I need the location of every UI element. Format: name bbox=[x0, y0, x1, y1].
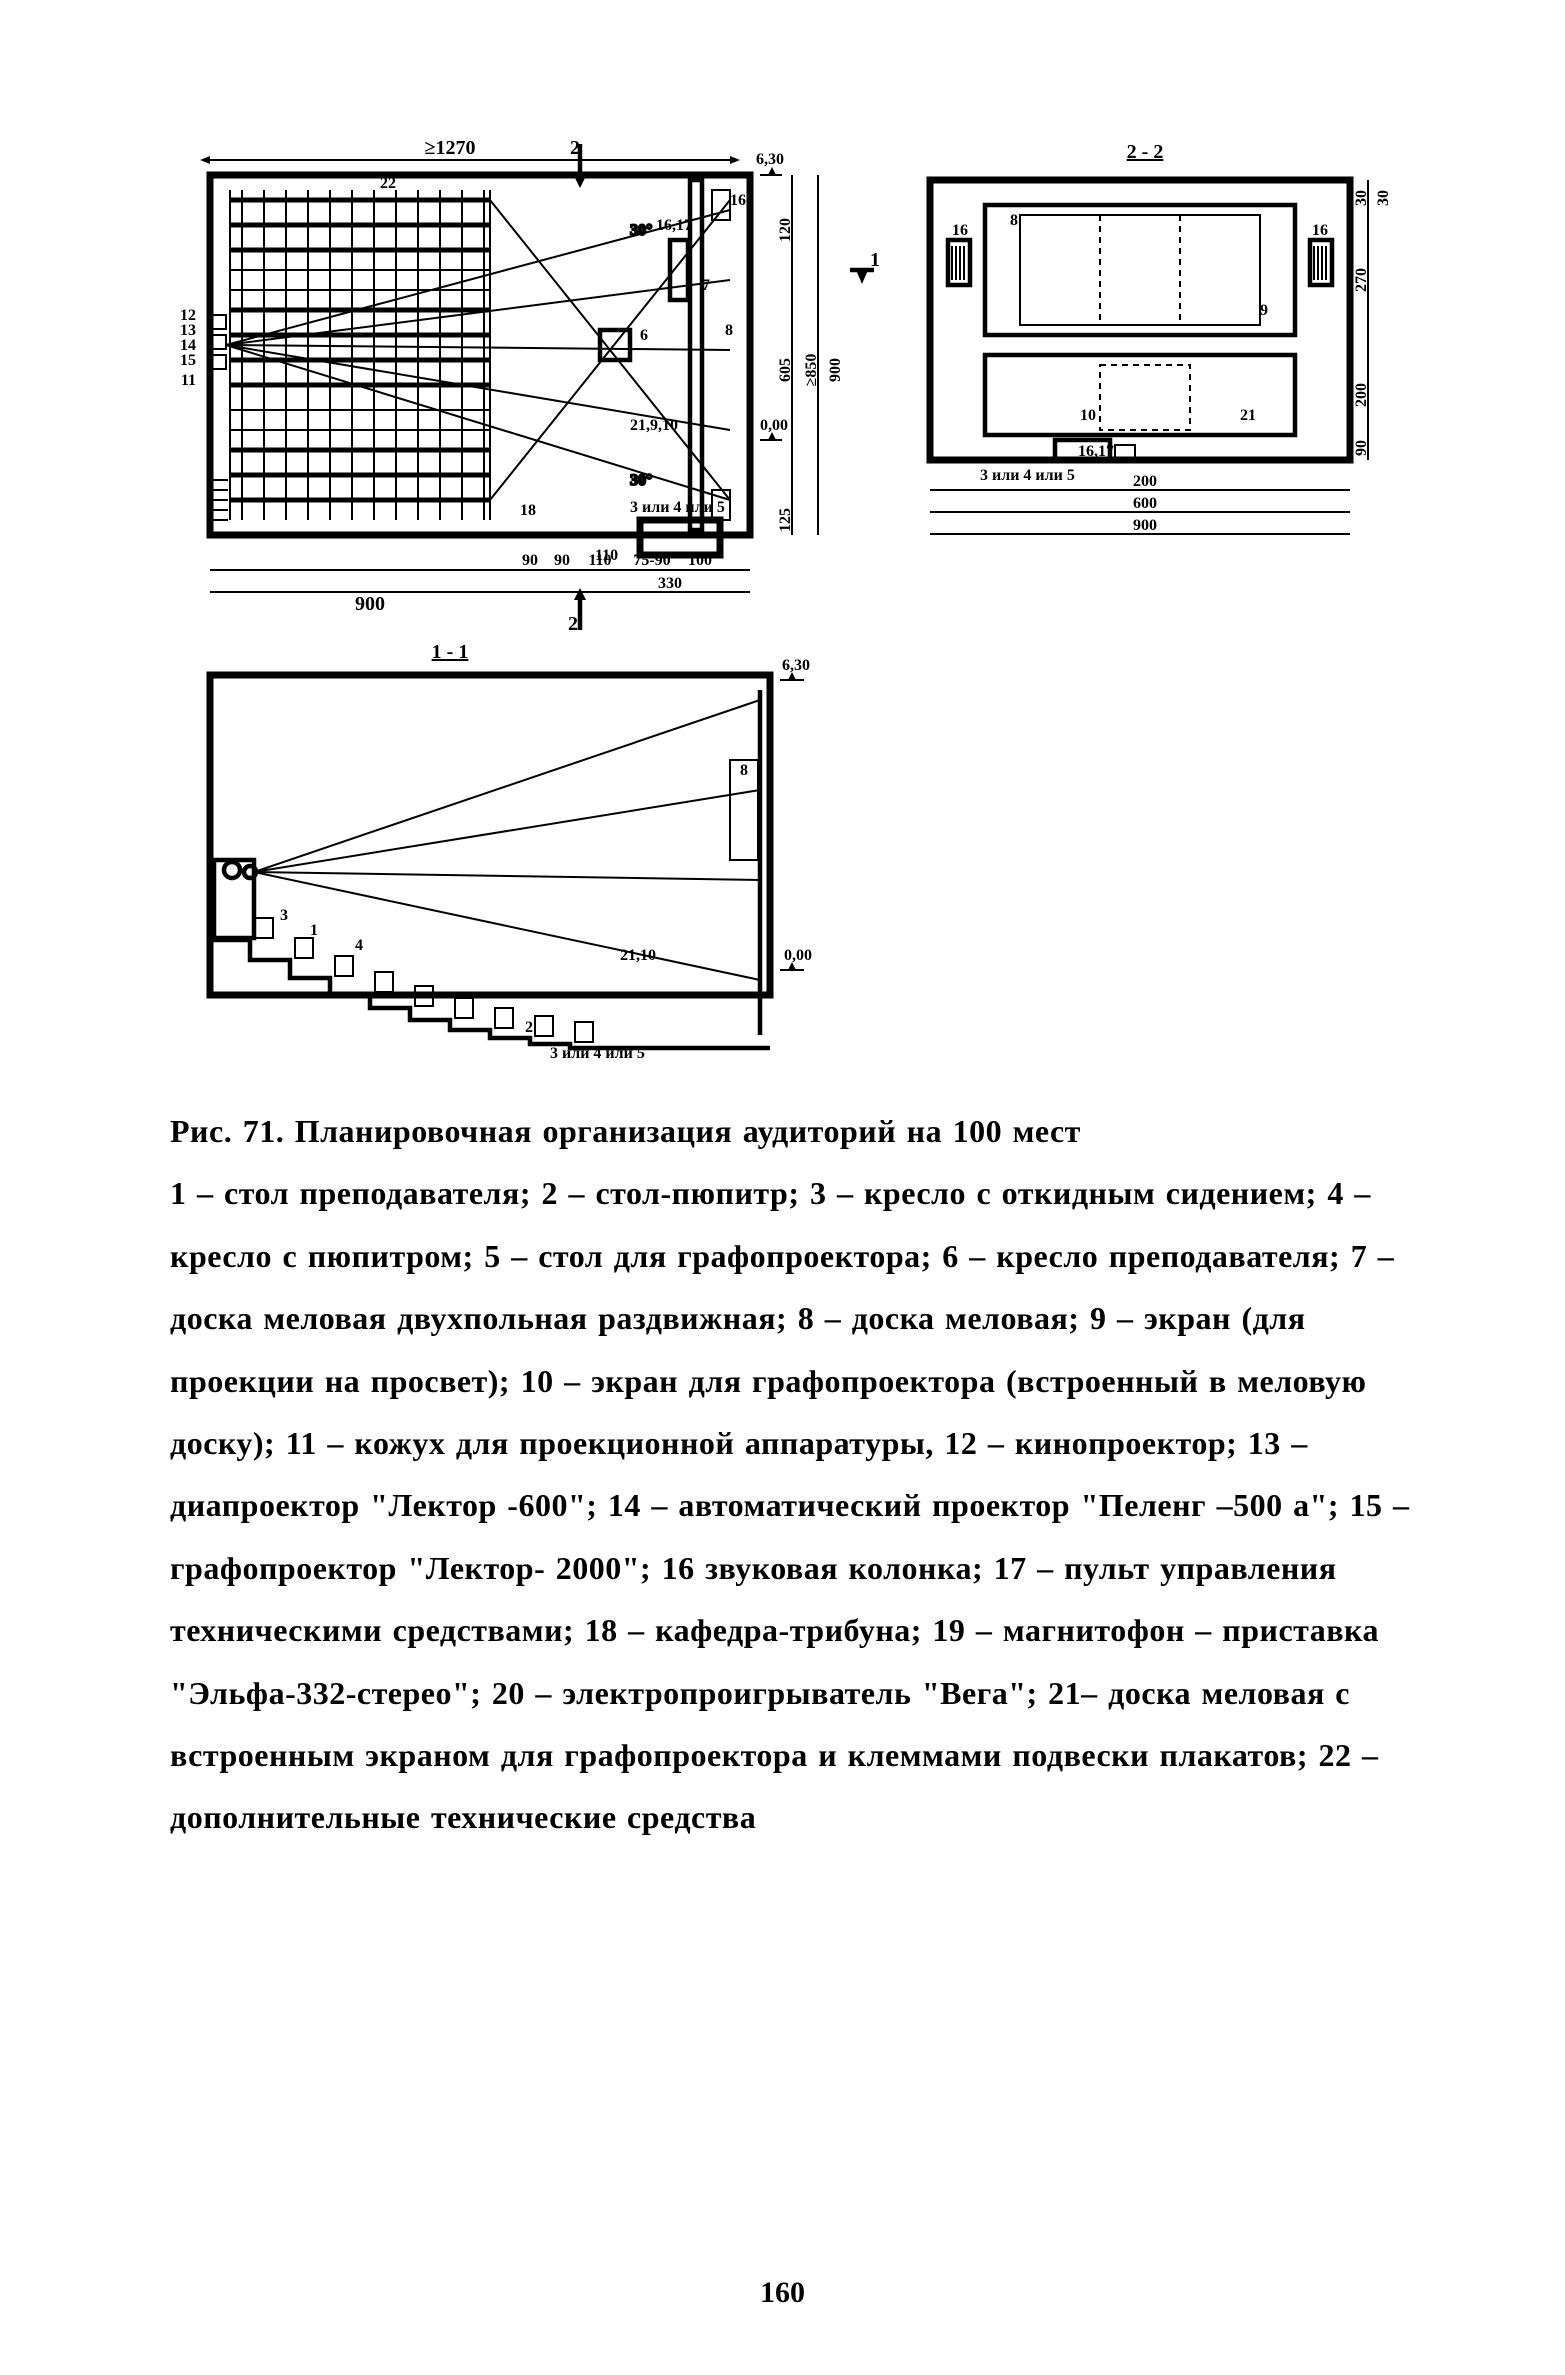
svg-text:2: 2 bbox=[568, 613, 578, 635]
svg-text:30: 30 bbox=[1375, 190, 1392, 206]
svg-text:2 - 2: 2 - 2 bbox=[1127, 141, 1164, 163]
svg-text:270: 270 bbox=[1353, 268, 1370, 292]
svg-text:8: 8 bbox=[1010, 212, 1018, 229]
svg-text:9: 9 bbox=[1260, 302, 1268, 319]
dim-plan-width: ≥1270 bbox=[425, 140, 476, 159]
plan-dims-right: 120 605 ≥850 900 125 1 6,30 bbox=[756, 151, 880, 535]
svg-text:2: 2 bbox=[525, 1019, 533, 1036]
svg-text:6: 6 bbox=[640, 327, 648, 344]
svg-text:16: 16 bbox=[952, 222, 968, 239]
svg-text:30°: 30° bbox=[630, 222, 652, 239]
svg-text:8: 8 bbox=[725, 322, 733, 339]
seating-grid bbox=[230, 190, 490, 520]
svg-text:3 или 4 или 5: 3 или 4 или 5 bbox=[980, 467, 1075, 484]
svg-text:0,00: 0,00 bbox=[760, 417, 788, 434]
svg-text:22: 22 bbox=[380, 175, 396, 192]
plan-view: ≥1270 2 bbox=[180, 140, 880, 635]
svg-text:21,10: 21,10 bbox=[620, 947, 656, 964]
svg-text:3 или 4 или 5: 3 или 4 или 5 bbox=[630, 499, 725, 516]
svg-text:600: 600 bbox=[1133, 495, 1157, 512]
svg-text:21,9,10: 21,9,10 bbox=[630, 417, 678, 434]
svg-text:30°: 30° bbox=[630, 472, 652, 489]
svg-text:6,30: 6,30 bbox=[756, 151, 784, 168]
svg-text:75-90: 75-90 bbox=[633, 552, 670, 569]
sight-lines: 30° 30° bbox=[226, 200, 730, 500]
speaker-right bbox=[1310, 240, 1332, 285]
svg-text:18: 18 bbox=[520, 502, 536, 519]
figure-svg: ≥1270 2 bbox=[170, 140, 1415, 1060]
speaker-left bbox=[948, 240, 970, 285]
svg-text:90: 90 bbox=[554, 552, 570, 569]
svg-text:16,17: 16,17 bbox=[656, 217, 692, 234]
svg-text:605: 605 bbox=[777, 358, 794, 382]
svg-text:16: 16 bbox=[1312, 222, 1328, 239]
svg-text:900: 900 bbox=[827, 358, 844, 382]
figure-caption: Рис. 71. Планировочная организация аудит… bbox=[170, 1100, 1415, 1849]
svg-text:1 - 1: 1 - 1 bbox=[432, 641, 469, 663]
svg-text:90: 90 bbox=[1353, 440, 1370, 456]
elevation-2-2: 2 - 2 bbox=[930, 141, 1392, 534]
svg-text:200: 200 bbox=[1133, 473, 1157, 490]
plan-dims-bottom: 900 90 90 110 75-90 100 330 2 bbox=[210, 552, 750, 635]
svg-text:330: 330 bbox=[658, 575, 682, 592]
svg-text:6,30: 6,30 bbox=[782, 657, 810, 674]
svg-text:21: 21 bbox=[1240, 407, 1256, 424]
svg-text:120: 120 bbox=[777, 218, 794, 242]
svg-text:1: 1 bbox=[310, 922, 318, 939]
caption-title: Рис. 71. Планировочная организация аудит… bbox=[170, 1100, 1415, 1162]
svg-text:4: 4 bbox=[355, 937, 363, 954]
svg-text:30: 30 bbox=[1353, 190, 1370, 206]
svg-text:10: 10 bbox=[1080, 407, 1096, 424]
document-page: ≥1270 2 bbox=[0, 0, 1565, 2375]
svg-text:1: 1 bbox=[870, 249, 880, 271]
svg-text:90: 90 bbox=[522, 552, 538, 569]
svg-text:900: 900 bbox=[355, 593, 385, 615]
section-1-1: 1 - 1 bbox=[210, 641, 812, 1060]
projector-booth bbox=[212, 315, 226, 369]
svg-text:16: 16 bbox=[730, 192, 746, 209]
svg-text:0,00: 0,00 bbox=[784, 947, 812, 964]
svg-text:3: 3 bbox=[280, 907, 288, 924]
svg-text:16,17: 16,17 bbox=[1078, 443, 1114, 460]
svg-text:15: 15 bbox=[180, 352, 196, 369]
svg-text:200: 200 bbox=[1353, 383, 1370, 407]
figure-71: ≥1270 2 bbox=[170, 140, 1415, 1060]
page-number: 160 bbox=[0, 2276, 1565, 2310]
svg-text:125: 125 bbox=[777, 508, 794, 532]
caption-body: 1 – стол преподавателя; 2 – стол-пюпитр;… bbox=[170, 1162, 1415, 1848]
svg-text:900: 900 bbox=[1133, 517, 1157, 534]
svg-text:7: 7 bbox=[702, 277, 710, 294]
svg-text:3 или 4 или 5: 3 или 4 или 5 bbox=[550, 1045, 645, 1060]
svg-text:100: 100 bbox=[688, 552, 712, 569]
svg-text:≥850: ≥850 bbox=[803, 354, 820, 387]
svg-text:11: 11 bbox=[181, 372, 196, 389]
svg-text:110: 110 bbox=[588, 552, 611, 569]
svg-text:8: 8 bbox=[740, 762, 748, 779]
